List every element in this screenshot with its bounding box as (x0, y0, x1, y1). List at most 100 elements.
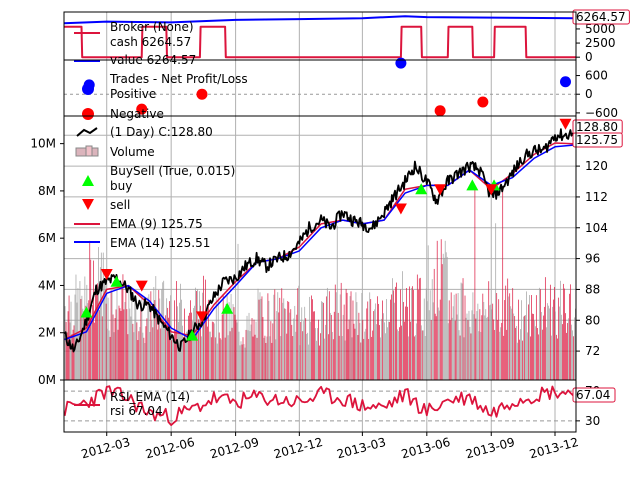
volume-bar (136, 322, 138, 380)
volume-bar (261, 296, 263, 380)
volume-bar (199, 291, 200, 380)
volume-bar (461, 283, 463, 380)
volume-bar (74, 294, 76, 380)
volume-bar (486, 317, 488, 380)
volume-bar (212, 322, 214, 380)
volume-bar (73, 325, 75, 380)
volume-bar (443, 257, 445, 380)
volume-bar (154, 300, 156, 380)
volume-bar (546, 303, 548, 380)
volume-bar (235, 319, 237, 380)
volume-bar (570, 324, 572, 380)
volume-bar (349, 296, 351, 380)
volume-bar (415, 323, 417, 380)
price-tick-label: 104 (585, 221, 608, 235)
volume-bar (507, 278, 509, 380)
trade-negative-point (136, 103, 148, 115)
trades-legend-title: Trades - Net Profit/Loss (109, 72, 248, 86)
ema9-legend-label: EMA (9) 125.75 (110, 217, 203, 231)
volume-bar (70, 301, 72, 380)
sell-marker (100, 269, 113, 281)
volume-bar (455, 293, 457, 380)
volume-bar (472, 292, 474, 380)
volume-bar (497, 319, 499, 380)
volume-bar (135, 300, 137, 380)
volume-bar (123, 309, 125, 380)
trade-positive-point (395, 57, 407, 69)
volume-bar (168, 317, 170, 380)
volume-bar (345, 288, 347, 380)
volume-bar (351, 337, 353, 380)
volume-bar (547, 305, 549, 380)
volume-bar (286, 333, 288, 380)
volume-bar (566, 323, 568, 380)
volume-bar (219, 338, 221, 380)
volume-bar (352, 300, 354, 380)
volume-bar (475, 318, 477, 380)
volume-bar (208, 331, 210, 380)
volume-bar (431, 279, 433, 380)
volume-bar (284, 308, 286, 380)
volume-bar (504, 300, 506, 380)
volume-bar (554, 311, 556, 380)
volume-bar (269, 336, 271, 380)
volume-bar (160, 328, 162, 380)
volume-bar (514, 316, 516, 380)
volume-bar (166, 298, 168, 380)
volume-bar (300, 321, 302, 380)
volume-bar (511, 308, 513, 380)
volume-bar (438, 310, 440, 380)
volume-bar (463, 337, 465, 380)
volume-bar (309, 296, 311, 380)
volume-bar (356, 302, 358, 380)
volume-bar (104, 281, 106, 380)
volume-bar (262, 317, 264, 380)
volume-bar (197, 289, 198, 380)
volume-bar (316, 340, 317, 380)
volume-bar (179, 302, 180, 380)
volume-bar (464, 295, 466, 380)
volume-bar (393, 290, 394, 380)
volume-bar (414, 335, 416, 380)
volume-bar (353, 323, 355, 380)
buy-marker (186, 329, 199, 341)
volume-bar (131, 293, 133, 380)
volume-bar (230, 294, 232, 380)
volume-bar (236, 322, 238, 380)
volume-bar (512, 288, 514, 380)
volume-bar (294, 305, 296, 380)
volume-bar (156, 316, 158, 380)
volume-bar (444, 240, 446, 380)
volume-bar (333, 311, 335, 380)
volume-bar (196, 290, 197, 380)
volume-bar (500, 327, 502, 380)
volume-bar (468, 310, 470, 380)
volume-bar (384, 322, 385, 380)
volume-bar (360, 342, 362, 380)
volume-bar (490, 304, 492, 380)
volume-bar (303, 321, 305, 380)
cash-legend-label: cash 6264.57 (110, 35, 191, 49)
volume-bar (218, 332, 220, 380)
volume-bar (249, 331, 251, 380)
volume-bar (374, 309, 376, 380)
volume-bar (382, 300, 383, 380)
value-line (63, 15, 577, 25)
volume-bar (493, 319, 495, 380)
volume-bar (213, 323, 215, 380)
volume-bar (420, 325, 422, 380)
volume-bar (296, 314, 298, 380)
broker-tick-label: 0 (585, 50, 593, 64)
volume-bar (450, 292, 452, 380)
volume-bar (266, 336, 268, 380)
volume-bar (69, 322, 71, 380)
buy-legend-label: buy (110, 179, 132, 193)
volume-tick-label: 10M (30, 137, 56, 151)
broker-value-badge: 6264.57 (576, 10, 626, 24)
volume-legend-swatch-inner (85, 145, 93, 157)
volume-bar (509, 293, 511, 380)
volume-bar (152, 327, 154, 380)
volume-bar (559, 280, 561, 380)
volume-bar (442, 253, 444, 380)
volume-bar (134, 296, 136, 380)
